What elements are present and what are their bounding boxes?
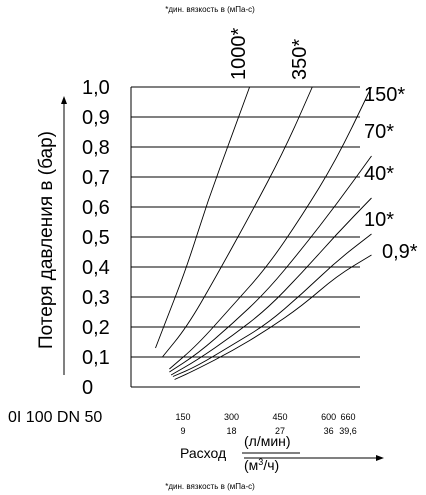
curves bbox=[155, 86, 372, 380]
y-tick-label: 0,7 bbox=[82, 167, 110, 189]
curve-40 bbox=[170, 197, 372, 376]
curve-label: 0,9* bbox=[382, 241, 418, 263]
curve-label: 70* bbox=[364, 121, 394, 143]
curve-1000 bbox=[155, 86, 251, 349]
x-tick-label-lpm: 300 bbox=[224, 412, 239, 422]
x-axis-arrowhead bbox=[376, 455, 384, 461]
x-tick-label-m3h: 9 bbox=[180, 426, 185, 436]
x-tick-label-lpm: 450 bbox=[273, 412, 288, 422]
y-tick-label: 0 bbox=[82, 377, 93, 399]
y-tick-label: 0,2 bbox=[82, 317, 110, 339]
curve-label: 350* bbox=[289, 39, 311, 80]
curve-labels: 1000* 350* 150* 70* 40* 10* 0,9* bbox=[228, 28, 418, 263]
top-note: *дин. вязкость в (мПа-с) bbox=[165, 5, 255, 14]
y-axis-label: Потеря давления в (бар) bbox=[36, 131, 57, 349]
y-axis-arrowhead bbox=[61, 96, 67, 104]
x-tick-label-m3h: 36 bbox=[324, 426, 334, 436]
y-tick-label: 0,4 bbox=[82, 257, 110, 279]
curve-label: 150* bbox=[364, 84, 405, 106]
curve-70 bbox=[169, 155, 372, 373]
curve-label: 10* bbox=[364, 209, 394, 231]
curve-09 bbox=[174, 254, 372, 380]
bottom-note: *дин. вязкость в (мПа-с) bbox=[165, 482, 255, 491]
curve-label: 1000* bbox=[228, 28, 250, 80]
y-tick-label: 0,3 bbox=[82, 287, 110, 309]
y-tick-label: 0,6 bbox=[82, 197, 110, 219]
x-tick-label-lpm: 150 bbox=[175, 412, 190, 422]
x-tick-label-m3h: 39,6 bbox=[339, 426, 357, 436]
y-tick-label: 0,8 bbox=[82, 137, 110, 159]
x-tick-label-lpm: 660 bbox=[340, 412, 355, 422]
y-tick-label: 1,0 bbox=[82, 77, 110, 99]
curve-label: 40* bbox=[364, 163, 394, 185]
x-tick-label-m3h: 18 bbox=[227, 426, 237, 436]
x-tick-labels: 150 300 450 600 660 9 18 27 36 39,6 bbox=[175, 412, 356, 436]
x-axis-unit-m3h: (м3/ч) bbox=[244, 457, 279, 473]
x-axis-unit-lpm: (л/мин) bbox=[244, 433, 291, 449]
model-label: 0I 100 DN 50 bbox=[8, 409, 102, 426]
x-axis-label: Расход bbox=[180, 445, 226, 461]
x-tick-label-lpm: 600 bbox=[321, 412, 336, 422]
curve-10 bbox=[172, 233, 372, 377]
curve-350 bbox=[162, 86, 313, 358]
y-tick-label: 0,5 bbox=[82, 227, 110, 249]
y-tick-label: 0,1 bbox=[82, 347, 110, 369]
x-tick-label-m3h: 27 bbox=[275, 426, 285, 436]
y-tick-label: 0,9 bbox=[82, 107, 110, 129]
curve-150 bbox=[169, 86, 372, 370]
grid bbox=[130, 86, 360, 388]
y-tick-labels: 1,0 0,9 0,8 0,7 0,6 0,5 0,4 0,3 0,2 0,1 0 bbox=[82, 77, 110, 399]
